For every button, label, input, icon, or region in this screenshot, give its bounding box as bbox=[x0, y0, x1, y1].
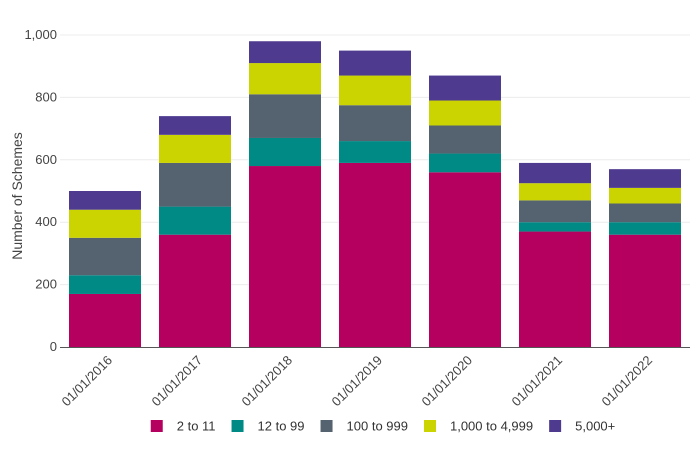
bar-segment[interactable] bbox=[159, 134, 231, 163]
y-tick-label: 400 bbox=[35, 214, 57, 229]
bar-segment[interactable] bbox=[339, 162, 411, 347]
x-tick-label: 01/01/2016 bbox=[58, 353, 115, 410]
bar-segment[interactable] bbox=[339, 75, 411, 106]
y-tick-label: 0 bbox=[50, 339, 57, 354]
bar-segment[interactable] bbox=[249, 166, 321, 347]
bar-segment[interactable] bbox=[519, 183, 591, 201]
bar-segment[interactable] bbox=[429, 75, 501, 101]
bar-segment[interactable] bbox=[339, 141, 411, 163]
bar-segment[interactable] bbox=[609, 187, 681, 204]
bar-segment[interactable] bbox=[609, 234, 681, 347]
legend-swatch bbox=[549, 420, 562, 432]
x-tick-label: 01/01/2022 bbox=[598, 353, 655, 410]
legend-label: 100 to 999 bbox=[347, 419, 408, 434]
legend-swatch bbox=[231, 420, 244, 432]
bar-segment[interactable] bbox=[69, 209, 141, 238]
bar-segment[interactable] bbox=[519, 200, 591, 223]
bar-segment[interactable] bbox=[429, 100, 501, 126]
y-tick-label: 200 bbox=[35, 277, 57, 292]
bar-segment[interactable] bbox=[159, 234, 231, 347]
legend-item[interactable]: 12 to 99 bbox=[231, 419, 305, 434]
legend-item[interactable]: 5,000+ bbox=[549, 419, 615, 434]
x-tick-label: 01/01/2019 bbox=[328, 353, 385, 410]
legend-label: 2 to 11 bbox=[177, 419, 216, 434]
bar-segment[interactable] bbox=[609, 203, 681, 223]
y-axis-ticks: 0 200 400 600 800 1,000 bbox=[24, 27, 57, 354]
bar-segment[interactable] bbox=[159, 116, 231, 135]
bar-segment[interactable] bbox=[69, 293, 141, 347]
bar-segment[interactable] bbox=[69, 191, 141, 210]
bar-segment[interactable] bbox=[159, 206, 231, 235]
bar-segment[interactable] bbox=[429, 172, 501, 347]
bar-segment[interactable] bbox=[69, 237, 141, 276]
bar-segment[interactable] bbox=[609, 222, 681, 235]
bar-segment[interactable] bbox=[429, 153, 501, 173]
y-tick-label: 600 bbox=[35, 152, 57, 167]
legend-swatch bbox=[423, 420, 436, 432]
y-axis-title: Number of Schemes bbox=[9, 132, 25, 260]
legend-swatch bbox=[320, 420, 333, 432]
bar-segment[interactable] bbox=[249, 63, 321, 95]
bar-segment[interactable] bbox=[429, 125, 501, 154]
legend-label: 12 to 99 bbox=[258, 419, 305, 434]
bar-segment[interactable] bbox=[159, 162, 231, 207]
x-tick-label: 01/01/2021 bbox=[508, 353, 565, 410]
x-tick-label: 01/01/2020 bbox=[418, 353, 475, 410]
legend-label: 5,000+ bbox=[575, 419, 615, 434]
legend-item[interactable]: 1,000 to 4,999 bbox=[423, 419, 533, 434]
legend-item[interactable]: 100 to 999 bbox=[320, 419, 408, 434]
y-tick-label: 800 bbox=[35, 89, 57, 104]
bars bbox=[69, 41, 681, 347]
y-tick-label: 1,000 bbox=[24, 27, 57, 42]
legend-item[interactable]: 2 to 11 bbox=[150, 419, 216, 434]
legend-label: 1,000 to 4,999 bbox=[450, 419, 533, 434]
bar-segment[interactable] bbox=[339, 50, 411, 76]
x-tick-label: 01/01/2018 bbox=[238, 353, 295, 410]
x-axis-ticks: 01/01/2016 01/01/2017 01/01/2018 01/01/2019… bbox=[58, 353, 655, 410]
bar-segment[interactable] bbox=[519, 231, 591, 347]
bar-segment[interactable] bbox=[249, 94, 321, 138]
x-tick-label: 01/01/2017 bbox=[148, 353, 205, 410]
bar-segment[interactable] bbox=[249, 41, 321, 64]
bar-segment[interactable] bbox=[609, 169, 681, 188]
legend: 2 to 11 12 to 99 100 to 999 1,000 to 4,999 5… bbox=[150, 419, 615, 434]
legend-swatch bbox=[150, 420, 163, 432]
bar-segment[interactable] bbox=[519, 162, 591, 184]
bar-segment[interactable] bbox=[519, 222, 591, 232]
bar-segment[interactable] bbox=[249, 137, 321, 167]
bar-segment[interactable] bbox=[339, 105, 411, 142]
bar-segment[interactable] bbox=[69, 275, 141, 294]
